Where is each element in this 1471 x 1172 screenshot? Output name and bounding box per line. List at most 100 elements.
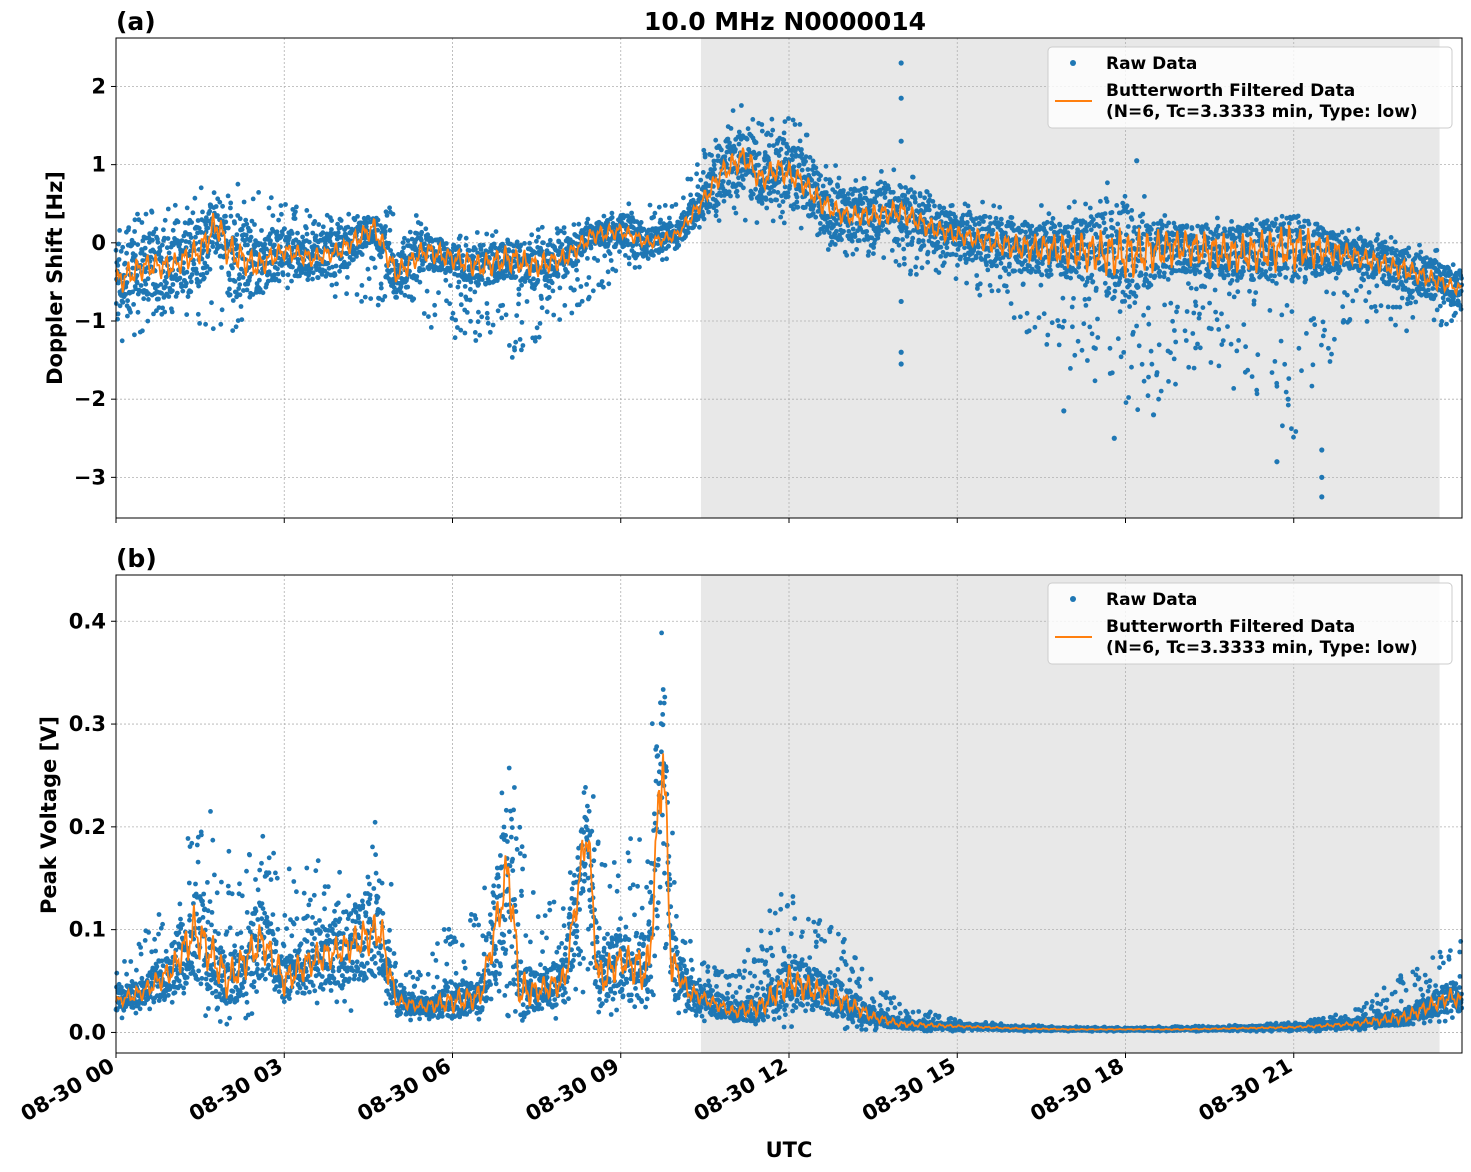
raw-data-point: [1149, 361, 1155, 367]
raw-data-point: [799, 151, 805, 157]
raw-data-point: [276, 278, 282, 284]
raw-data-point: [585, 256, 590, 261]
raw-data-point: [1333, 275, 1339, 281]
raw-data-point: [130, 289, 136, 295]
raw-data-point: [1381, 273, 1387, 278]
raw-data-point: [183, 245, 189, 251]
raw-data-point: [237, 216, 243, 222]
raw-data-point: [964, 220, 970, 225]
raw-data-point: [702, 154, 708, 160]
raw-data-point: [1060, 324, 1065, 330]
raw-data-point: [578, 284, 584, 289]
raw-data-point: [557, 285, 563, 291]
raw-data-point: [247, 228, 253, 234]
raw-data-point: [1123, 400, 1129, 405]
raw-data-point: [186, 239, 192, 245]
raw-data-point: [143, 269, 148, 275]
raw-data-point: [418, 221, 424, 227]
raw-data-point: [320, 230, 326, 236]
raw-data-point: [184, 280, 189, 286]
raw-data-point: [913, 264, 918, 270]
raw-data-point: [700, 170, 706, 175]
raw-data-point: [536, 234, 541, 240]
raw-data-point: [138, 283, 144, 288]
raw-data-point: [337, 268, 342, 274]
raw-data-point: [1291, 434, 1296, 440]
raw-data-point: [1375, 232, 1381, 238]
raw-data-point: [532, 250, 538, 256]
raw-data-point: [213, 233, 218, 239]
raw-data-point: [719, 147, 724, 153]
raw-data-point: [798, 225, 804, 231]
raw-data-point: [1072, 199, 1077, 205]
raw-data-point: [161, 227, 166, 233]
raw-data-point: [174, 290, 180, 296]
raw-data-point: [289, 278, 294, 284]
raw-data-point: [676, 242, 682, 248]
raw-data-point: [1331, 291, 1336, 297]
raw-data-point: [173, 272, 179, 278]
raw-data-point: [658, 217, 663, 223]
raw-data-point: [896, 262, 902, 268]
raw-data-point: [1044, 342, 1050, 347]
raw-data-point: [534, 238, 539, 244]
raw-data-point: [813, 214, 819, 220]
raw-data-point: [1279, 213, 1285, 219]
raw-data-point: [400, 240, 406, 246]
raw-data-point: [1060, 295, 1066, 301]
raw-data-point: [660, 257, 665, 263]
raw-data-point: [609, 210, 615, 216]
raw-data-point: [1093, 346, 1098, 351]
raw-data-point: [199, 229, 204, 235]
raw-data-point: [850, 251, 856, 257]
raw-data-point: [1056, 342, 1062, 348]
raw-data-point: [300, 234, 305, 240]
raw-data-point: [421, 267, 426, 273]
raw-data-point: [750, 191, 756, 197]
raw-data-point: [177, 241, 183, 247]
raw-data-point: [135, 242, 141, 248]
raw-data-point: [531, 276, 536, 282]
raw-data-point: [1048, 267, 1053, 273]
raw-data-point: [139, 220, 145, 225]
raw-data-point: [1358, 283, 1364, 289]
raw-data-point: [601, 213, 607, 219]
raw-data-point: [1297, 267, 1303, 272]
raw-data-point: [1036, 315, 1042, 321]
raw-data-point: [1045, 332, 1051, 338]
raw-data-point: [1171, 356, 1177, 362]
raw-data-point: [1095, 316, 1100, 322]
raw-data-point: [450, 310, 456, 316]
raw-data-point: [213, 249, 219, 255]
raw-data-point: [791, 164, 797, 170]
raw-data-point: [1146, 374, 1151, 380]
raw-data-point: [394, 295, 399, 300]
raw-data-point: [196, 283, 202, 289]
raw-data-point: [1272, 273, 1277, 279]
raw-data-point: [1374, 236, 1380, 242]
raw-data-point: [1264, 218, 1270, 224]
raw-data-point: [197, 279, 203, 284]
raw-data-point: [1134, 323, 1139, 329]
raw-data-point: [204, 264, 210, 269]
raw-data-point: [372, 265, 378, 270]
raw-data-point: [509, 355, 515, 360]
raw-data-point: [1213, 309, 1218, 315]
raw-data-point: [935, 239, 941, 245]
raw-data-point: [505, 266, 510, 271]
raw-data-point: [189, 272, 195, 277]
raw-data-point: [384, 213, 390, 218]
raw-data-point: [156, 296, 161, 302]
raw-data-point: [769, 198, 774, 204]
raw-data-point: [786, 116, 791, 121]
raw-data-point: [1142, 194, 1147, 199]
raw-data-point: [667, 215, 672, 221]
raw-data-point: [210, 244, 216, 250]
raw-data-point: [190, 210, 196, 216]
raw-data-point: [383, 209, 389, 215]
raw-data-point: [1197, 345, 1203, 351]
raw-data-point: [198, 185, 204, 191]
raw-data-point: [227, 292, 233, 298]
raw-data-point: [124, 250, 129, 256]
raw-data-point: [1154, 370, 1160, 375]
